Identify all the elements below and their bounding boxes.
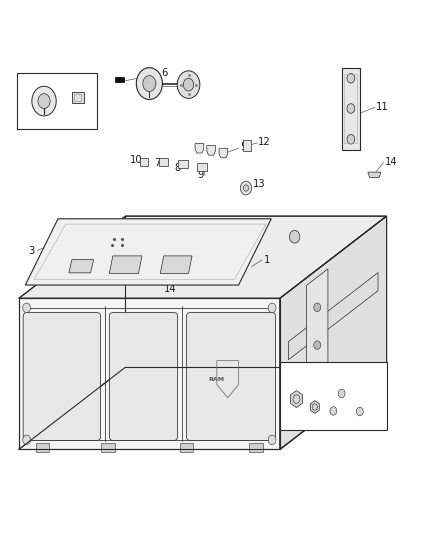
Bar	[140, 158, 148, 166]
Circle shape	[32, 86, 56, 116]
Polygon shape	[19, 216, 387, 298]
Circle shape	[268, 435, 276, 445]
Polygon shape	[69, 260, 94, 273]
Circle shape	[177, 71, 200, 99]
Polygon shape	[310, 401, 319, 414]
Polygon shape	[368, 172, 381, 177]
Text: 8: 8	[174, 164, 181, 173]
Polygon shape	[289, 272, 378, 360]
Text: 1: 1	[263, 255, 270, 265]
Text: 14: 14	[164, 284, 177, 294]
Text: 10: 10	[130, 156, 143, 165]
Circle shape	[347, 74, 355, 83]
Polygon shape	[19, 298, 280, 449]
Text: 13: 13	[253, 179, 265, 189]
Circle shape	[240, 181, 252, 195]
Polygon shape	[250, 443, 262, 452]
Circle shape	[338, 389, 345, 398]
Circle shape	[38, 94, 50, 109]
Text: 6: 6	[162, 68, 168, 78]
Circle shape	[290, 230, 300, 243]
Circle shape	[347, 104, 355, 114]
FancyBboxPatch shape	[186, 313, 276, 440]
Text: 2: 2	[330, 398, 336, 408]
Polygon shape	[195, 143, 204, 153]
Polygon shape	[110, 256, 142, 273]
Polygon shape	[178, 160, 187, 168]
Circle shape	[136, 68, 162, 100]
Polygon shape	[102, 443, 115, 452]
Polygon shape	[36, 443, 49, 452]
Bar	[344, 74, 357, 143]
Text: 11: 11	[376, 102, 389, 112]
Circle shape	[347, 134, 355, 144]
Circle shape	[330, 407, 337, 415]
Text: 5: 5	[240, 142, 246, 152]
FancyBboxPatch shape	[167, 251, 201, 264]
Polygon shape	[160, 256, 192, 273]
Circle shape	[314, 378, 321, 387]
Polygon shape	[197, 163, 207, 171]
Circle shape	[23, 435, 31, 445]
Polygon shape	[307, 269, 328, 406]
Bar	[116, 77, 124, 82]
Polygon shape	[219, 148, 228, 158]
Text: 14: 14	[385, 157, 397, 166]
Bar	[72, 92, 84, 103]
Text: 3: 3	[28, 246, 35, 256]
Bar	[74, 94, 81, 101]
Text: 7: 7	[154, 158, 160, 168]
Polygon shape	[280, 216, 387, 449]
Text: RAM: RAM	[209, 377, 225, 382]
Polygon shape	[159, 158, 168, 166]
Circle shape	[268, 303, 276, 313]
Polygon shape	[207, 146, 215, 155]
Circle shape	[23, 303, 31, 313]
Bar	[280, 362, 387, 430]
Circle shape	[244, 185, 249, 191]
Circle shape	[314, 303, 321, 312]
Circle shape	[356, 407, 363, 416]
Polygon shape	[290, 391, 303, 408]
Circle shape	[184, 78, 194, 91]
Text: 4: 4	[41, 97, 47, 107]
Circle shape	[143, 76, 156, 92]
Polygon shape	[180, 443, 193, 452]
Text: 12: 12	[258, 137, 271, 147]
Bar	[342, 68, 360, 150]
Bar	[17, 73, 97, 128]
Bar	[243, 140, 251, 151]
Text: 9: 9	[198, 171, 204, 180]
Polygon shape	[25, 219, 271, 285]
Circle shape	[314, 341, 321, 349]
FancyBboxPatch shape	[23, 313, 101, 440]
FancyBboxPatch shape	[110, 313, 178, 440]
